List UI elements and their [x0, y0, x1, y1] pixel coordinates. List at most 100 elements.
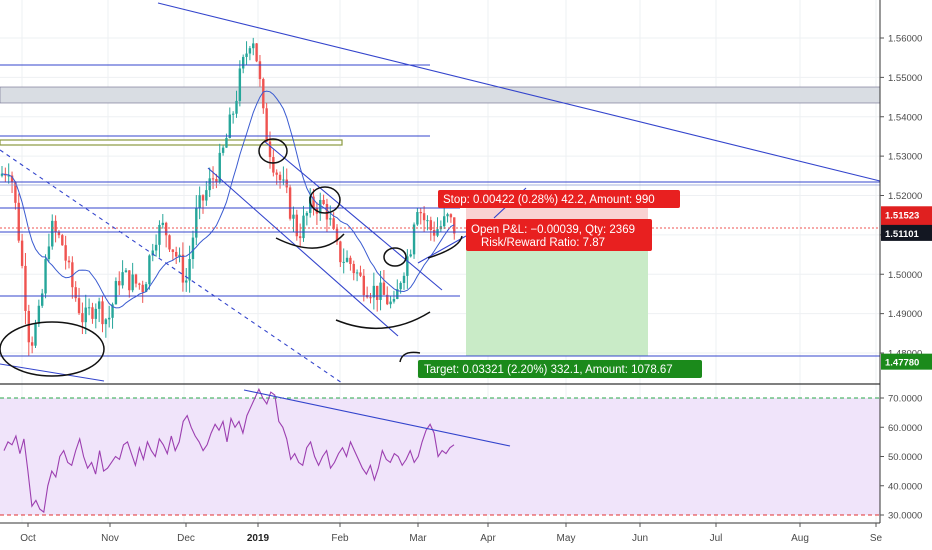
candle	[446, 212, 449, 223]
candle	[389, 296, 392, 309]
candle	[312, 188, 315, 216]
gray-resistance-zone[interactable]	[0, 86, 881, 104]
candle	[124, 268, 128, 273]
open-pl-text: Open P&L: −0.00039, Qty: 2369	[471, 224, 635, 236]
candle	[94, 303, 97, 329]
stop-label[interactable]: Stop: 0.00422 (0.28%) 42.2, Amount: 990	[438, 190, 680, 208]
candle	[104, 318, 108, 338]
candle	[416, 207, 419, 226]
candle	[178, 247, 181, 263]
candle	[101, 296, 104, 333]
candle	[322, 194, 325, 206]
candlestick-series	[0, 37, 456, 356]
candle	[429, 216, 432, 241]
candle	[228, 107, 231, 139]
rsi-divergence-line[interactable]	[243, 389, 511, 447]
horizontal-levels[interactable]	[0, 64, 880, 357]
target-profit-zone[interactable]	[466, 231, 648, 356]
rsi-tick-label: 60.0000	[888, 423, 922, 434]
time-tick-label: 2019	[247, 533, 270, 544]
price-tag-text: 1.47780	[885, 358, 919, 369]
candle	[372, 272, 376, 310]
candle	[71, 256, 74, 299]
target-label-text: Target: 0.03321 (2.20%) 332.1, Amount: 1…	[424, 364, 673, 376]
candle	[412, 222, 416, 259]
candle	[211, 166, 215, 189]
candle	[409, 249, 412, 258]
candle	[97, 297, 101, 323]
candle	[44, 254, 47, 299]
olive-level-zone[interactable]	[0, 139, 343, 146]
candle	[355, 269, 359, 282]
candle	[305, 211, 309, 226]
candle	[17, 193, 20, 243]
price-axis[interactable]: 1.560001.550001.540001.530001.520001.510…	[880, 34, 922, 360]
open-pl-label[interactable]: Open P&L: −0.00039, Qty: 2369 Risk/Rewar…	[466, 219, 652, 251]
candle	[365, 286, 369, 299]
candle	[118, 271, 121, 295]
candle	[131, 262, 134, 293]
candle	[67, 256, 71, 269]
candle	[231, 111, 235, 124]
rsi-tick-label: 40.0000	[888, 481, 922, 492]
candle	[382, 270, 386, 296]
candle	[171, 249, 175, 261]
candle	[392, 290, 396, 304]
candle	[218, 143, 221, 184]
candle	[34, 319, 37, 349]
time-axis[interactable]: Oct Nov Dec 2019 Feb Mar Apr May Jun Jul Aug Se	[20, 523, 883, 544]
candle	[81, 302, 84, 335]
time-tick-label: Dec	[177, 533, 195, 544]
candle	[128, 270, 131, 298]
time-tick-label: Nov	[101, 533, 119, 544]
candle	[242, 54, 245, 74]
candle	[84, 294, 87, 335]
candle	[278, 171, 282, 189]
price-tag-text: 1.51101	[885, 229, 920, 240]
target-label[interactable]: Target: 0.03321 (2.20%) 332.1, Amount: 1…	[418, 360, 702, 378]
candle	[238, 60, 242, 107]
price-tick-label: 1.53000	[888, 152, 922, 163]
candle	[245, 41, 248, 65]
candle	[24, 252, 27, 325]
candle	[164, 221, 168, 248]
rsi-polyline	[3, 387, 455, 514]
candle	[144, 281, 148, 293]
price-tick-label: 1.54000	[888, 112, 922, 123]
candle	[379, 270, 382, 311]
trend-lines[interactable]	[0, 2, 881, 384]
hand-drawn-annotations[interactable]	[0, 138, 463, 377]
candle	[215, 173, 218, 189]
candle	[285, 168, 288, 194]
candle	[422, 206, 426, 233]
candle	[288, 184, 292, 221]
time-tick-label: Feb	[331, 533, 349, 544]
candle	[14, 181, 17, 210]
candle	[77, 287, 81, 315]
moving-average-line	[1, 90, 455, 309]
time-tick-label: May	[557, 533, 576, 544]
price-tick-label: 1.55000	[888, 73, 922, 84]
candle	[148, 254, 151, 290]
candle	[87, 298, 91, 316]
candle	[376, 285, 379, 312]
time-tick-label: Apr	[480, 533, 496, 544]
time-tick-label: Mar	[409, 533, 427, 544]
candle	[74, 281, 77, 302]
candle	[151, 243, 154, 262]
candle	[175, 246, 178, 264]
rsi-tick-label: 30.0000	[888, 511, 922, 522]
candle	[436, 217, 439, 238]
time-tick-label: Jul	[710, 533, 723, 544]
candle	[57, 230, 61, 239]
price-tick-label: 1.56000	[888, 34, 922, 45]
candle	[7, 163, 10, 184]
candle	[426, 215, 429, 231]
rsi-axis[interactable]: 70.0000 60.0000 50.0000 40.0000 30.0000	[880, 394, 922, 522]
rsi-series	[3, 387, 455, 514]
price-tag: 1.51101	[881, 224, 932, 241]
candle	[27, 304, 30, 356]
price-tick-label: 1.49000	[888, 309, 922, 320]
